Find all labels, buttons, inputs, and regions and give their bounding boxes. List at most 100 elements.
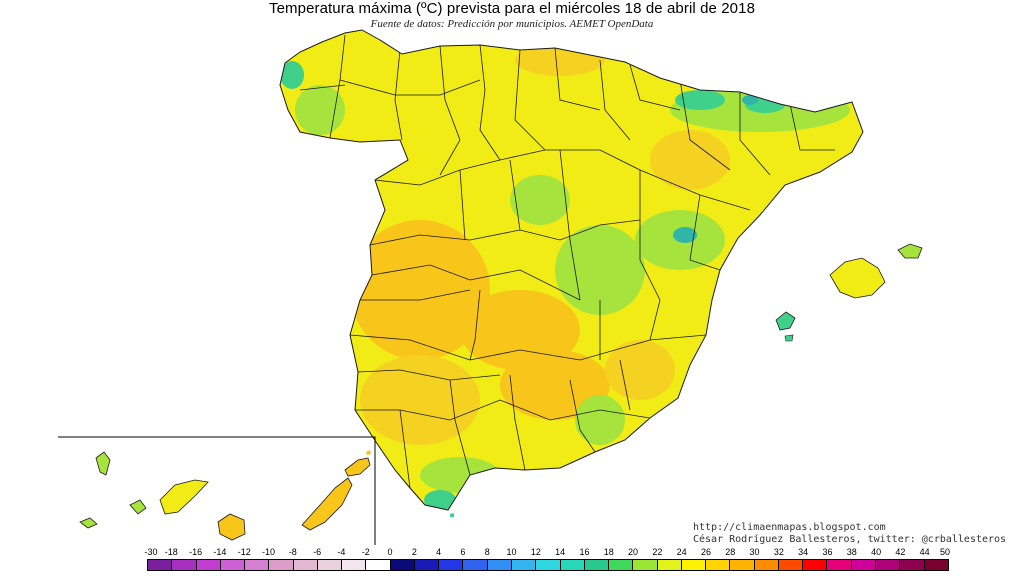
legend-swatch — [827, 560, 852, 570]
legend-label: -10 — [261, 547, 276, 557]
legend-label: -12 — [237, 547, 251, 557]
legend-swatch — [706, 560, 731, 570]
legend-label: 22 — [652, 547, 663, 557]
legend-swatch — [148, 560, 173, 570]
warm-area — [350, 220, 490, 360]
legend-label: 14 — [555, 547, 566, 557]
credit-author: César Rodríguez Ballesteros, twitter: @c… — [693, 534, 1007, 545]
formentera-island — [784, 334, 794, 342]
legend-swatch — [536, 560, 561, 570]
province-borders — [299, 34, 835, 489]
gran-canaria-island — [217, 513, 246, 541]
legend-swatch — [390, 560, 415, 570]
legend-swatch — [317, 560, 343, 570]
legend-label: 42 — [895, 547, 906, 557]
legend-swatch — [803, 560, 828, 570]
legend-swatch — [487, 560, 512, 570]
legend-label: 32 — [773, 547, 784, 557]
legend-label: 10 — [506, 547, 517, 557]
legend-label: -8 — [288, 547, 297, 557]
legend-label: 44 — [919, 547, 930, 557]
legend-swatch — [875, 560, 901, 570]
legend-label: 40 — [871, 547, 882, 557]
warm-area — [360, 355, 480, 445]
islet — [366, 450, 371, 455]
legend-label: 20 — [628, 547, 639, 557]
mallorca-island — [829, 257, 886, 299]
cold-area — [742, 95, 758, 105]
warm-area — [650, 130, 730, 190]
legend-swatch — [220, 560, 246, 570]
cool-area — [510, 175, 570, 225]
menorca-island — [897, 243, 923, 259]
legend-label: 30 — [749, 547, 760, 557]
legend-label: 28 — [725, 547, 736, 557]
legend-swatch — [657, 560, 682, 570]
legend-swatch — [778, 560, 804, 570]
legend-swatch — [366, 560, 391, 570]
legend-label: 0 — [387, 547, 393, 557]
warm-area — [460, 290, 580, 370]
legend-swatch — [681, 560, 707, 570]
la-gomera-island — [129, 499, 147, 515]
legend-label: 6 — [460, 547, 466, 557]
legend-label: -30 — [144, 547, 158, 557]
legend-swatch — [511, 560, 537, 570]
legend-swatch — [342, 560, 367, 570]
fuerteventura-island — [301, 477, 353, 531]
cold-area — [675, 90, 725, 110]
legend-label: -18 — [164, 547, 178, 557]
legend-swatch — [196, 560, 221, 570]
map-subtitle: Fuente de datos: Predicción por municipi… — [370, 18, 654, 30]
legend-label: 16 — [579, 547, 590, 557]
legend-swatch — [900, 560, 925, 570]
legend-label: -2 — [361, 547, 370, 557]
legend-label: -16 — [189, 547, 203, 557]
legend-label: 24 — [676, 547, 687, 557]
legend-swatch — [754, 560, 779, 570]
cold-area — [424, 490, 456, 510]
legend-label: 26 — [700, 547, 711, 557]
legend-label: 50 — [939, 547, 951, 557]
cold-area — [280, 61, 304, 89]
legend-swatch — [633, 560, 658, 570]
legend-swatch — [609, 560, 634, 570]
legend-label: 34 — [798, 547, 809, 557]
legend-label: 18 — [603, 547, 614, 557]
legend-label: -6 — [313, 547, 322, 557]
legend-swatch — [172, 560, 197, 570]
cold-area — [673, 227, 697, 243]
el-hierro-island — [79, 517, 98, 529]
cool-area — [420, 457, 500, 493]
legend-swatch — [245, 560, 270, 570]
cool-area — [575, 395, 625, 445]
legend-swatch — [439, 560, 464, 570]
legend-label: 36 — [822, 547, 833, 557]
temperature-patches — [280, 44, 850, 510]
tenerife-island — [159, 479, 209, 515]
legend-swatch — [584, 560, 610, 570]
legend-label: -4 — [337, 547, 346, 557]
legend-swatch — [560, 560, 585, 570]
map-title: Temperatura máxima (ºC) prevista para el… — [268, 0, 756, 17]
legend-swatch — [730, 560, 755, 570]
warm-area — [605, 340, 675, 400]
legend-swatch — [924, 560, 948, 570]
legend-swatch — [293, 560, 318, 570]
legend-color-bar — [147, 559, 949, 571]
legend-swatch — [851, 560, 876, 570]
lanzarote-island — [344, 457, 371, 477]
canary-inset-frame — [58, 436, 376, 545]
legend-labels: -30 -18 -16 -14 -12 -10 -8 -6 -4 -2 0 2 4 6 8 10 12 14 16 1… — [144, 547, 951, 559]
legend-label: 8 — [484, 547, 490, 557]
cool-area — [555, 225, 645, 315]
legend-label: 2 — [411, 547, 417, 557]
legend-label: 38 — [846, 547, 857, 557]
legend-swatch — [269, 560, 294, 570]
legend-label: 12 — [530, 547, 541, 557]
peninsula-coastline — [279, 29, 864, 511]
legend-label: 4 — [436, 547, 442, 557]
legend-swatch — [463, 560, 488, 570]
credit-blog-url: http://climaenmapas.blogspot.com — [693, 522, 886, 533]
